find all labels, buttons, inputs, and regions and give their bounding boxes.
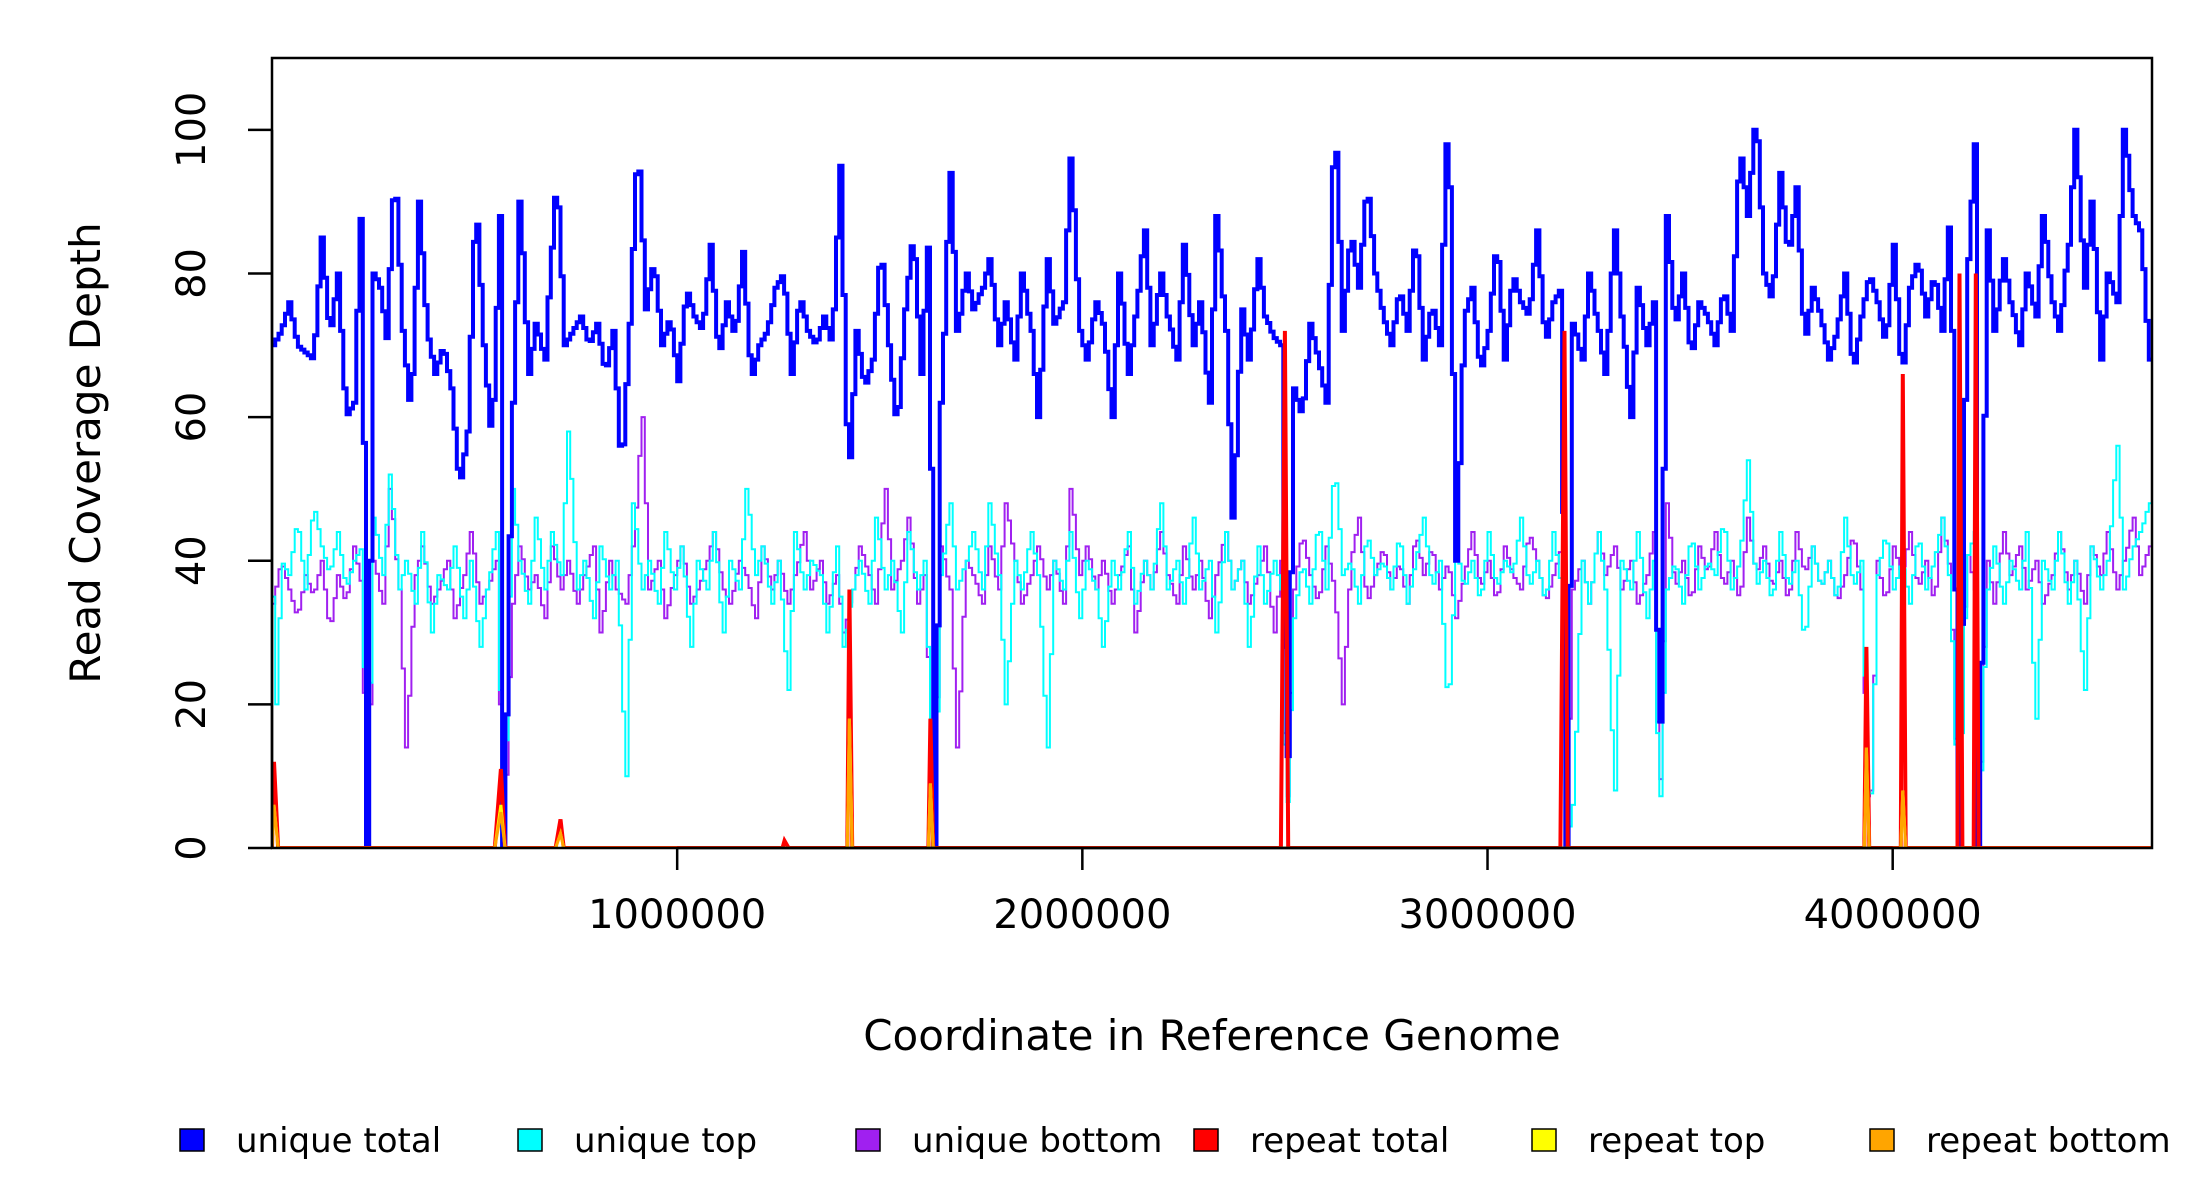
y-tick-label: 0 [169, 835, 215, 860]
legend-item-unique-total: unique total [179, 1121, 441, 1161]
legend-label: unique bottom [912, 1121, 1162, 1161]
y-tick-label: 80 [169, 248, 215, 299]
y-axis: 0 20 40 60 80 100 [169, 92, 274, 861]
x-tick-label: 2000000 [993, 892, 1171, 938]
y-axis-title: Read Coverage Depth [61, 222, 110, 683]
legend-item-unique-top: unique top [517, 1121, 757, 1161]
y-tick-label: 20 [169, 679, 215, 730]
plot-frame [270, 56, 2154, 850]
y-tick-label: 40 [169, 535, 215, 586]
x-tick-label: 4000000 [1804, 892, 1982, 938]
legend-swatch [1193, 1128, 1219, 1152]
legend-item-repeat-bottom: repeat bottom [1869, 1121, 2171, 1161]
y-tick-label: 100 [169, 92, 215, 168]
legend-swatch [1869, 1128, 1895, 1152]
legend-item-unique-bottom: unique bottom [855, 1121, 1162, 1161]
y-tick-label: 60 [169, 392, 215, 443]
legend-item-repeat-top: repeat top [1531, 1121, 1765, 1161]
x-axis: 1000000 2000000 3000000 4000000 [588, 846, 1982, 938]
series-line-unique-total [272, 127, 2152, 848]
series-layer [272, 127, 2152, 848]
legend-label: repeat total [1250, 1121, 1449, 1161]
legend-swatch [855, 1128, 881, 1152]
legend-label: repeat bottom [1926, 1121, 2171, 1161]
legend-label: unique total [236, 1121, 441, 1161]
legend-swatch [517, 1128, 543, 1152]
legend: unique total unique top unique bottom repea… [179, 1121, 2171, 1161]
legend-item-repeat-total: repeat total [1193, 1121, 1449, 1161]
legend-swatch [179, 1128, 205, 1152]
series-line-repeat-bottom [272, 718, 2152, 848]
series-line-unique-top [272, 430, 2152, 848]
legend-swatch [1531, 1128, 1557, 1152]
x-axis-title: Coordinate in Reference Genome [863, 1011, 1561, 1060]
legend-label: repeat top [1588, 1121, 1765, 1161]
x-tick-label: 3000000 [1398, 892, 1576, 938]
legend-label: unique top [574, 1121, 757, 1161]
x-tick-label: 1000000 [588, 892, 766, 938]
